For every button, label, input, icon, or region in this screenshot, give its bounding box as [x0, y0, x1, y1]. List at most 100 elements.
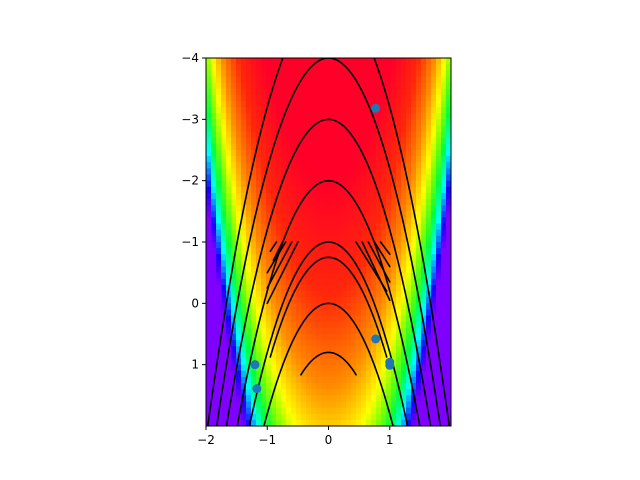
heatmap-cell — [221, 211, 227, 218]
heatmap-cell — [236, 162, 242, 169]
heatmap-cell — [311, 377, 317, 384]
heatmap-cell — [381, 187, 387, 194]
heatmap-cell — [296, 291, 302, 298]
heatmap-cell — [301, 383, 307, 390]
heatmap-cell — [396, 291, 402, 298]
heatmap-cell — [236, 309, 242, 316]
heatmap-cell — [256, 76, 262, 83]
heatmap-cell — [306, 168, 312, 175]
heatmap-cell — [286, 389, 292, 396]
heatmap-cell — [296, 254, 302, 261]
heatmap-cell — [386, 236, 392, 243]
heatmap-cell — [211, 107, 217, 114]
heatmap-cell — [396, 95, 402, 102]
heatmap-cell — [241, 181, 247, 188]
heatmap-cell — [236, 395, 242, 402]
heatmap-cell — [301, 359, 307, 366]
heatmap-cell — [351, 181, 357, 188]
heatmap-cell — [401, 95, 407, 102]
heatmap-cell — [266, 242, 272, 249]
heatmap-cell — [296, 217, 302, 224]
heatmap-cell — [281, 199, 287, 206]
heatmap-cell — [321, 205, 327, 212]
heatmap-cell — [401, 64, 407, 71]
heatmap-cell — [326, 125, 332, 132]
heatmap-cell — [231, 113, 237, 120]
heatmap-cell — [416, 334, 422, 341]
heatmap-cell — [341, 383, 347, 390]
heatmap-cell — [416, 101, 422, 108]
heatmap-cell — [226, 260, 232, 267]
heatmap-cell — [416, 389, 422, 396]
heatmap-cell — [241, 64, 247, 71]
heatmap-cell — [396, 230, 402, 237]
heatmap-cell — [286, 414, 292, 421]
heatmap-cell — [206, 132, 212, 139]
heatmap-cell — [296, 346, 302, 353]
heatmap-cell — [276, 175, 282, 182]
heatmap-cell — [411, 309, 417, 316]
heatmap-cell — [436, 89, 442, 96]
heatmap-cell — [276, 83, 282, 90]
heatmap-cell — [396, 279, 402, 286]
heatmap-cell — [431, 297, 437, 304]
heatmap-cell — [371, 83, 377, 90]
heatmap-cell — [281, 346, 287, 353]
heatmap-cell — [316, 346, 322, 353]
heatmap-cell — [256, 168, 262, 175]
heatmap-cell — [416, 254, 422, 261]
heatmap-cell — [261, 346, 267, 353]
heatmap-cell — [291, 346, 297, 353]
heatmap-cell — [241, 113, 247, 120]
heatmap-cell — [306, 217, 312, 224]
heatmap-cell — [396, 365, 402, 372]
heatmap-cell — [211, 224, 217, 231]
heatmap-cell — [306, 205, 312, 212]
heatmap-cell — [311, 334, 317, 341]
heatmap-cell — [316, 285, 322, 292]
heatmap-cell — [316, 297, 322, 304]
heatmap-cell — [266, 383, 272, 390]
heatmap-cell — [421, 230, 427, 237]
heatmap-cell — [406, 267, 412, 274]
heatmap-cell — [251, 236, 257, 243]
heatmap-cell — [261, 322, 267, 329]
heatmap-cell — [321, 401, 327, 408]
heatmap-cell — [411, 175, 417, 182]
heatmap-cell — [316, 125, 322, 132]
heatmap-cell — [436, 279, 442, 286]
heatmap-cell — [291, 107, 297, 114]
heatmap-cell — [301, 83, 307, 90]
heatmap-cell — [206, 217, 212, 224]
heatmap-cell — [231, 199, 237, 206]
heatmap-cell — [306, 181, 312, 188]
heatmap-cell — [346, 217, 352, 224]
heatmap-cell — [331, 205, 337, 212]
heatmap-cell — [246, 389, 252, 396]
heatmap-cell — [361, 377, 367, 384]
heatmap-cell — [346, 340, 352, 347]
heatmap-cell — [286, 328, 292, 335]
heatmap-cell — [436, 132, 442, 139]
heatmap-cell — [381, 107, 387, 114]
heatmap-cell — [276, 230, 282, 237]
heatmap-cell — [301, 377, 307, 384]
heatmap-cell — [336, 175, 342, 182]
heatmap-cell — [306, 303, 312, 310]
heatmap-cell — [236, 95, 242, 102]
heatmap-cell — [331, 132, 337, 139]
heatmap-cell — [366, 132, 372, 139]
heatmap-cell — [311, 322, 317, 329]
heatmap-cell — [436, 328, 442, 335]
heatmap-cell — [421, 58, 427, 65]
heatmap-cell — [306, 150, 312, 157]
heatmap-cell — [436, 187, 442, 194]
heatmap-cell — [311, 132, 317, 139]
heatmap-cell — [286, 365, 292, 372]
heatmap-cell — [401, 193, 407, 200]
heatmap-cell — [286, 132, 292, 139]
heatmap-cell — [366, 64, 372, 71]
heatmap-cell — [436, 224, 442, 231]
heatmap-cell — [411, 89, 417, 96]
heatmap-cell — [206, 205, 212, 212]
